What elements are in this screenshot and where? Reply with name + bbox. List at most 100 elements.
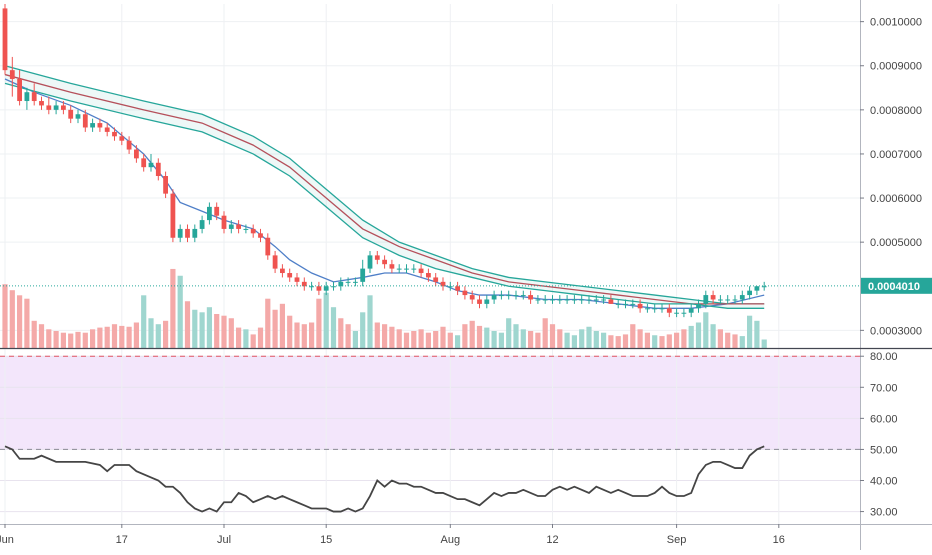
candle-body bbox=[579, 299, 585, 301]
volume-bar bbox=[53, 331, 59, 348]
volume-bar bbox=[476, 325, 483, 348]
volume-bar bbox=[9, 290, 15, 348]
candle-body bbox=[761, 286, 767, 288]
volume-bar bbox=[330, 307, 337, 348]
volume-bar bbox=[382, 324, 388, 348]
volume-bar bbox=[506, 318, 512, 348]
candle-body bbox=[418, 268, 424, 274]
candle-body bbox=[280, 268, 285, 274]
candle-body bbox=[557, 299, 563, 301]
candle-body bbox=[572, 299, 577, 301]
candle-body bbox=[294, 277, 300, 282]
last-price-tag bbox=[861, 277, 932, 294]
time-tick-label: Jul bbox=[217, 534, 231, 546]
volume-bar bbox=[484, 327, 490, 348]
time-tick-label: Aug bbox=[441, 534, 461, 546]
volume-bar bbox=[622, 334, 629, 348]
volume-bar bbox=[440, 326, 446, 348]
volume-bar bbox=[309, 322, 315, 348]
volume-bar bbox=[38, 324, 45, 348]
price-tick-label: 0.0007000 bbox=[870, 149, 922, 161]
candle-body bbox=[141, 158, 147, 168]
candle-body bbox=[331, 286, 336, 288]
volume-bar bbox=[228, 318, 234, 348]
candle-body bbox=[447, 286, 453, 288]
volume-bar bbox=[447, 332, 453, 348]
candle-body bbox=[61, 105, 66, 110]
price-tick-label: 0.0003000 bbox=[870, 325, 922, 337]
volume-bar bbox=[316, 298, 322, 348]
rsi-series-line bbox=[4, 445, 765, 513]
volume-bar bbox=[681, 329, 687, 348]
volume-bar bbox=[75, 331, 81, 348]
volume-bar bbox=[739, 336, 745, 348]
volume-bar bbox=[68, 333, 74, 348]
volume-bar bbox=[345, 324, 351, 348]
volume-bar bbox=[104, 326, 110, 348]
volume-bar bbox=[257, 327, 264, 348]
candle-body bbox=[163, 176, 168, 194]
volume-bar bbox=[163, 320, 169, 348]
candle-body bbox=[630, 303, 636, 305]
candle-body bbox=[207, 206, 212, 221]
candle-body bbox=[258, 233, 263, 238]
candle-body bbox=[666, 308, 672, 313]
volume-bar bbox=[46, 329, 52, 348]
volume-bar bbox=[31, 320, 37, 348]
candle-body bbox=[623, 303, 628, 305]
candles bbox=[0, 4, 860, 318]
volume-bar bbox=[2, 284, 8, 348]
candle-body bbox=[272, 255, 278, 269]
volume-bar bbox=[119, 325, 125, 348]
candle-body bbox=[550, 299, 555, 301]
volume-bar bbox=[17, 295, 23, 348]
candle-body bbox=[148, 162, 154, 168]
candle-body bbox=[170, 193, 176, 238]
volume-bar bbox=[396, 329, 402, 348]
volume-bar bbox=[367, 295, 373, 348]
volume-bar bbox=[659, 336, 665, 348]
candle-body bbox=[374, 255, 380, 260]
candle-body bbox=[499, 295, 504, 297]
candle-body bbox=[155, 162, 161, 176]
volume-bar bbox=[579, 329, 585, 348]
candle-body bbox=[236, 224, 241, 229]
volume-bar bbox=[192, 309, 198, 348]
volume-bar bbox=[469, 320, 475, 348]
volume-bar bbox=[608, 335, 614, 348]
candle-body bbox=[243, 228, 249, 230]
candle-body bbox=[696, 303, 701, 309]
candle-body bbox=[732, 299, 738, 301]
candle-body bbox=[287, 273, 293, 278]
candle-body bbox=[53, 105, 59, 110]
price-tick-label: 0.0009000 bbox=[870, 61, 922, 73]
volume-bar bbox=[747, 315, 753, 348]
volume-bar bbox=[221, 315, 227, 348]
candle-body bbox=[586, 299, 592, 301]
candle-body bbox=[440, 281, 446, 287]
candle-body bbox=[192, 228, 198, 238]
candle-body bbox=[75, 114, 81, 119]
volume-bar bbox=[133, 322, 139, 348]
candle-body bbox=[703, 295, 709, 304]
candle-body bbox=[353, 281, 358, 283]
candle-body bbox=[46, 105, 52, 110]
volume-bar bbox=[710, 324, 716, 348]
volume-bar bbox=[674, 332, 680, 348]
volume-bar bbox=[250, 334, 256, 348]
volume-bar bbox=[279, 303, 285, 348]
volume-bar bbox=[688, 325, 694, 348]
candle-body bbox=[309, 286, 314, 288]
candle-body bbox=[433, 277, 439, 282]
volume-bar bbox=[24, 298, 30, 348]
candle-body bbox=[68, 109, 74, 119]
candle-body bbox=[747, 290, 752, 296]
candle-body bbox=[345, 281, 351, 283]
volume-bar bbox=[564, 332, 570, 348]
candle-body bbox=[199, 220, 205, 229]
candle-body bbox=[659, 308, 665, 310]
volume-bar bbox=[542, 318, 548, 348]
volume-bar bbox=[666, 334, 672, 348]
volume-bar bbox=[243, 329, 249, 348]
